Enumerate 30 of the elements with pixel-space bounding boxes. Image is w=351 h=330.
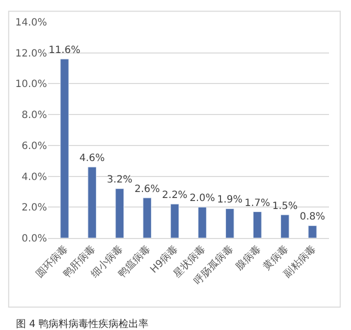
y-tick-label: 10.0% [15, 79, 47, 90]
bar [170, 204, 180, 238]
y-tick-label: 6.0% [22, 140, 47, 152]
data-label: 0.8% [300, 212, 326, 223]
y-tick-label: 0.0% [22, 234, 47, 244]
bar [308, 225, 317, 238]
bar [88, 166, 96, 238]
data-label: 2.2% [162, 190, 188, 202]
y-tick-label: 2.0% [22, 202, 47, 214]
bar [252, 212, 262, 238]
y-tick-label: 8.0% [22, 110, 47, 122]
data-label: 2.6% [134, 184, 160, 195]
caption: 图 4 鸭病料病毒性疾病检出率 [16, 318, 149, 330]
x-tick-label: 腺病毒 [233, 243, 264, 273]
data-label: 3.2% [106, 174, 132, 186]
bar [60, 58, 69, 238]
data-label: 1.7% [244, 198, 270, 209]
data-label: 11.6% [48, 45, 80, 56]
data-label: 4.6% [79, 153, 105, 164]
y-tick-label: 4.0% [22, 172, 47, 183]
bar [142, 198, 152, 238]
data-label: 1.9% [217, 194, 243, 206]
y-tick-label: 12.0% [15, 48, 47, 60]
bar [280, 214, 290, 238]
data-label: 1.5% [272, 200, 298, 212]
data-label: 2.0% [190, 193, 215, 204]
y-tick-label: 14.0% [15, 18, 47, 28]
bar [225, 208, 234, 238]
bar [198, 206, 207, 238]
bar [115, 188, 124, 238]
